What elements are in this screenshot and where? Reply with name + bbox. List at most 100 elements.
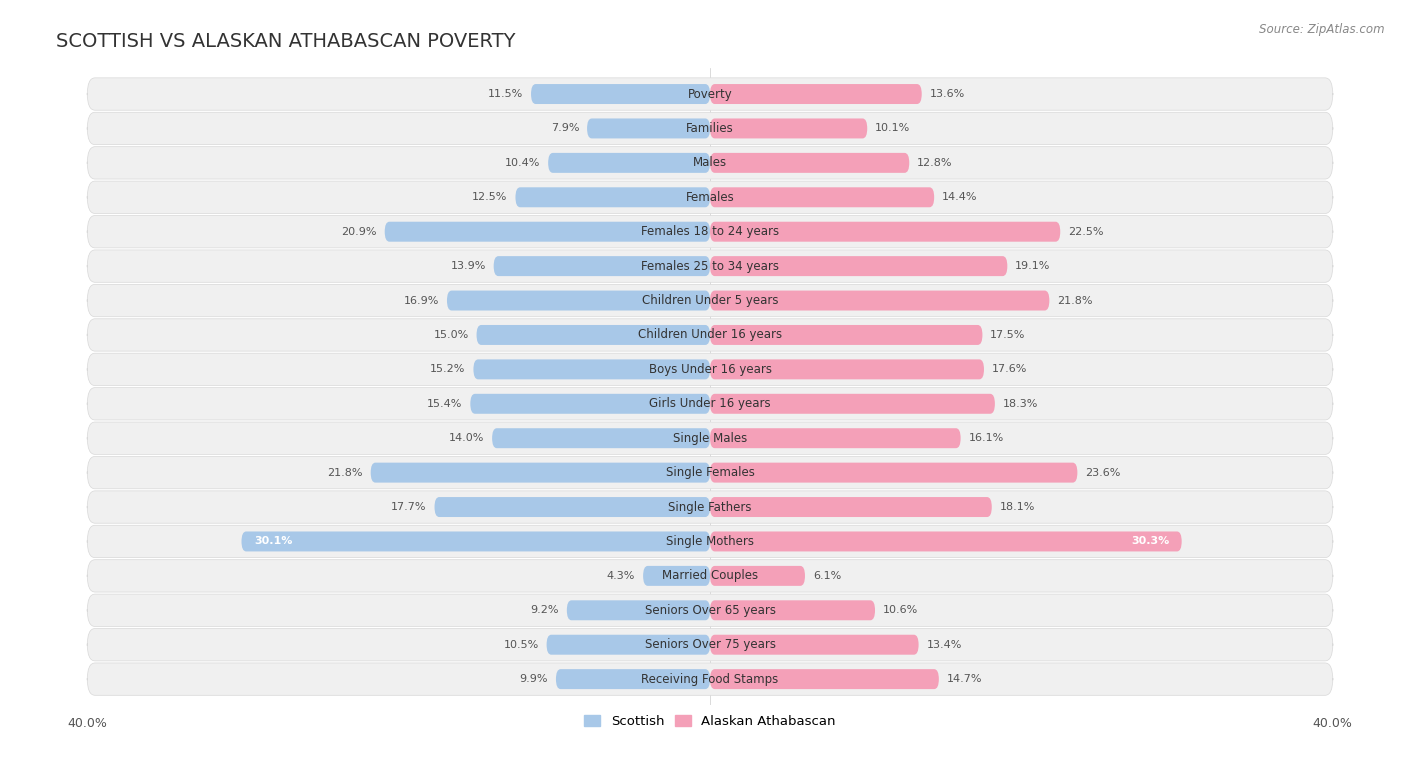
Text: 21.8%: 21.8% — [1057, 296, 1092, 305]
FancyBboxPatch shape — [710, 153, 910, 173]
FancyBboxPatch shape — [710, 325, 983, 345]
FancyBboxPatch shape — [87, 663, 1333, 695]
FancyBboxPatch shape — [447, 290, 710, 311]
FancyBboxPatch shape — [474, 359, 710, 379]
Text: 20.9%: 20.9% — [342, 227, 377, 236]
FancyBboxPatch shape — [385, 222, 710, 242]
Text: Males: Males — [693, 156, 727, 169]
FancyBboxPatch shape — [710, 359, 984, 379]
Text: 11.5%: 11.5% — [488, 89, 523, 99]
FancyBboxPatch shape — [87, 215, 1333, 248]
Text: 13.4%: 13.4% — [927, 640, 962, 650]
FancyBboxPatch shape — [710, 600, 875, 620]
FancyBboxPatch shape — [710, 84, 922, 104]
Text: 19.1%: 19.1% — [1015, 261, 1050, 271]
FancyBboxPatch shape — [87, 181, 1333, 214]
FancyBboxPatch shape — [87, 594, 1333, 626]
FancyBboxPatch shape — [531, 84, 710, 104]
Text: 10.4%: 10.4% — [505, 158, 540, 168]
Text: 17.6%: 17.6% — [991, 365, 1028, 374]
FancyBboxPatch shape — [710, 187, 934, 207]
FancyBboxPatch shape — [87, 559, 1333, 592]
FancyBboxPatch shape — [434, 497, 710, 517]
FancyBboxPatch shape — [87, 387, 1333, 420]
Text: 18.1%: 18.1% — [1000, 502, 1035, 512]
FancyBboxPatch shape — [710, 566, 806, 586]
FancyBboxPatch shape — [242, 531, 710, 551]
Text: 10.5%: 10.5% — [503, 640, 538, 650]
Text: 15.0%: 15.0% — [433, 330, 468, 340]
Text: Females 18 to 24 years: Females 18 to 24 years — [641, 225, 779, 238]
FancyBboxPatch shape — [710, 634, 918, 655]
FancyBboxPatch shape — [643, 566, 710, 586]
Text: 23.6%: 23.6% — [1085, 468, 1121, 478]
Text: 22.5%: 22.5% — [1069, 227, 1104, 236]
Legend: Scottish, Alaskan Athabascan: Scottish, Alaskan Athabascan — [579, 709, 841, 733]
FancyBboxPatch shape — [87, 422, 1333, 454]
FancyBboxPatch shape — [87, 284, 1333, 317]
FancyBboxPatch shape — [710, 531, 1181, 551]
FancyBboxPatch shape — [710, 394, 995, 414]
Text: 9.9%: 9.9% — [520, 674, 548, 684]
Text: 13.9%: 13.9% — [450, 261, 486, 271]
FancyBboxPatch shape — [492, 428, 710, 448]
FancyBboxPatch shape — [710, 118, 868, 139]
Text: 7.9%: 7.9% — [551, 124, 579, 133]
FancyBboxPatch shape — [710, 428, 960, 448]
Text: Children Under 16 years: Children Under 16 years — [638, 328, 782, 341]
FancyBboxPatch shape — [371, 462, 710, 483]
FancyBboxPatch shape — [710, 290, 1049, 311]
FancyBboxPatch shape — [710, 222, 1060, 242]
Text: Single Mothers: Single Mothers — [666, 535, 754, 548]
FancyBboxPatch shape — [87, 628, 1333, 661]
FancyBboxPatch shape — [547, 634, 710, 655]
Text: Females: Females — [686, 191, 734, 204]
FancyBboxPatch shape — [710, 462, 1077, 483]
Text: SCOTTISH VS ALASKAN ATHABASCAN POVERTY: SCOTTISH VS ALASKAN ATHABASCAN POVERTY — [56, 33, 516, 52]
Text: 6.1%: 6.1% — [813, 571, 841, 581]
Text: Poverty: Poverty — [688, 87, 733, 101]
Text: 30.3%: 30.3% — [1130, 537, 1170, 547]
FancyBboxPatch shape — [87, 456, 1333, 489]
Text: Seniors Over 75 years: Seniors Over 75 years — [644, 638, 776, 651]
Text: 17.7%: 17.7% — [391, 502, 427, 512]
FancyBboxPatch shape — [87, 78, 1333, 110]
Text: 16.9%: 16.9% — [404, 296, 439, 305]
Text: 13.6%: 13.6% — [929, 89, 965, 99]
Text: Seniors Over 65 years: Seniors Over 65 years — [644, 604, 776, 617]
Text: Single Females: Single Females — [665, 466, 755, 479]
FancyBboxPatch shape — [87, 525, 1333, 558]
Text: Females 25 to 34 years: Females 25 to 34 years — [641, 260, 779, 273]
Text: Single Fathers: Single Fathers — [668, 500, 752, 513]
FancyBboxPatch shape — [470, 394, 710, 414]
Text: 14.0%: 14.0% — [449, 434, 484, 443]
Text: 4.3%: 4.3% — [607, 571, 636, 581]
Text: 9.2%: 9.2% — [530, 606, 560, 615]
Text: 12.8%: 12.8% — [917, 158, 952, 168]
Text: 14.7%: 14.7% — [946, 674, 983, 684]
Text: Source: ZipAtlas.com: Source: ZipAtlas.com — [1260, 23, 1385, 36]
Text: 16.1%: 16.1% — [969, 434, 1004, 443]
Text: 21.8%: 21.8% — [328, 468, 363, 478]
FancyBboxPatch shape — [87, 112, 1333, 145]
FancyBboxPatch shape — [710, 256, 1007, 276]
FancyBboxPatch shape — [555, 669, 710, 689]
FancyBboxPatch shape — [87, 491, 1333, 523]
Text: Receiving Food Stamps: Receiving Food Stamps — [641, 672, 779, 686]
Text: 10.6%: 10.6% — [883, 606, 918, 615]
Text: 15.2%: 15.2% — [430, 365, 465, 374]
FancyBboxPatch shape — [548, 153, 710, 173]
Text: Single Males: Single Males — [673, 432, 747, 445]
Text: 17.5%: 17.5% — [990, 330, 1025, 340]
FancyBboxPatch shape — [567, 600, 710, 620]
Text: 10.1%: 10.1% — [875, 124, 910, 133]
Text: 14.4%: 14.4% — [942, 193, 977, 202]
FancyBboxPatch shape — [710, 669, 939, 689]
FancyBboxPatch shape — [516, 187, 710, 207]
FancyBboxPatch shape — [87, 353, 1333, 386]
Text: Girls Under 16 years: Girls Under 16 years — [650, 397, 770, 410]
FancyBboxPatch shape — [588, 118, 710, 139]
Text: Children Under 5 years: Children Under 5 years — [641, 294, 779, 307]
FancyBboxPatch shape — [87, 147, 1333, 179]
Text: 18.3%: 18.3% — [1002, 399, 1038, 409]
